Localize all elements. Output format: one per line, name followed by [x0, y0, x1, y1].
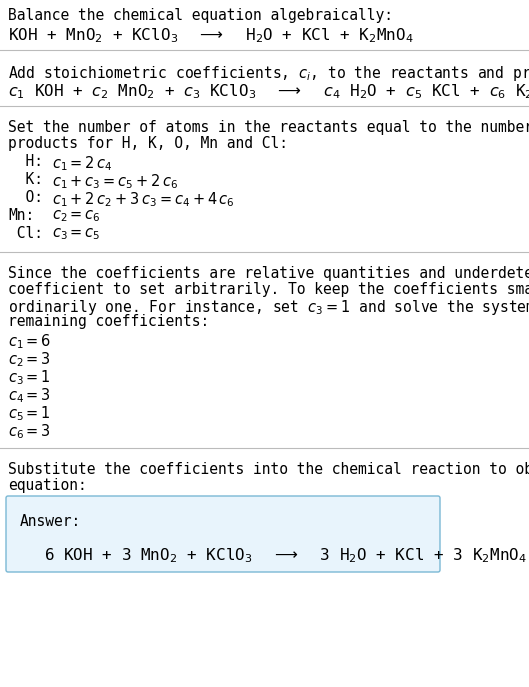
Text: 6 KOH + 3 MnO$_2$ + KClO$_3$  $\longrightarrow$  3 H$_2$O + KCl + 3 K$_2$MnO$_4$: 6 KOH + 3 MnO$_2$ + KClO$_3$ $\longright… [44, 546, 527, 565]
Text: Since the coefficients are relative quantities and underdetermined, choose a: Since the coefficients are relative quan… [8, 266, 529, 281]
Text: coefficient to set arbitrarily. To keep the coefficients small, the arbitrary va: coefficient to set arbitrarily. To keep … [8, 282, 529, 297]
Text: products for H, K, O, Mn and Cl:: products for H, K, O, Mn and Cl: [8, 136, 288, 151]
Text: $c_1 = 6$: $c_1 = 6$ [8, 332, 51, 350]
Text: equation:: equation: [8, 478, 87, 493]
Text: $c_1$ KOH + $c_2$ MnO$_2$ + $c_3$ KClO$_3$  $\longrightarrow$  $c_4$ H$_2$O + $c: $c_1$ KOH + $c_2$ MnO$_2$ + $c_3$ KClO$_… [8, 82, 529, 101]
Text: $c_1 + 2\,c_2 + 3\,c_3 = c_4 + 4\,c_6$: $c_1 + 2\,c_2 + 3\,c_3 = c_4 + 4\,c_6$ [52, 190, 235, 209]
Text: $c_4 = 3$: $c_4 = 3$ [8, 386, 51, 405]
Text: $c_3 = 1$: $c_3 = 1$ [8, 368, 51, 387]
Text: Set the number of atoms in the reactants equal to the number of atoms in the: Set the number of atoms in the reactants… [8, 120, 529, 135]
Text: $c_3 = c_5$: $c_3 = c_5$ [52, 226, 101, 242]
Text: $c_1 = 2\,c_4$: $c_1 = 2\,c_4$ [52, 154, 113, 172]
Text: $c_5 = 1$: $c_5 = 1$ [8, 404, 51, 423]
Text: O:: O: [8, 190, 43, 205]
Text: $c_6 = 3$: $c_6 = 3$ [8, 422, 51, 440]
Text: K:: K: [8, 172, 43, 187]
Text: Cl:: Cl: [8, 226, 43, 241]
Text: Mn:: Mn: [8, 208, 34, 223]
Text: remaining coefficients:: remaining coefficients: [8, 314, 209, 329]
Text: $c_1 + c_3 = c_5 + 2\,c_6$: $c_1 + c_3 = c_5 + 2\,c_6$ [52, 172, 178, 191]
Text: Balance the chemical equation algebraically:: Balance the chemical equation algebraica… [8, 8, 393, 23]
FancyBboxPatch shape [6, 496, 440, 572]
Text: Answer:: Answer: [20, 514, 81, 529]
Text: Substitute the coefficients into the chemical reaction to obtain the balanced: Substitute the coefficients into the che… [8, 462, 529, 477]
Text: $c_2 = 3$: $c_2 = 3$ [8, 350, 51, 369]
Text: KOH + MnO$_2$ + KClO$_3$  $\longrightarrow$  H$_2$O + KCl + K$_2$MnO$_4$: KOH + MnO$_2$ + KClO$_3$ $\longrightarro… [8, 26, 414, 45]
Text: Add stoichiometric coefficients, $c_i$, to the reactants and products:: Add stoichiometric coefficients, $c_i$, … [8, 64, 529, 83]
Text: H:: H: [8, 154, 43, 169]
Text: $c_2 = c_6$: $c_2 = c_6$ [52, 208, 101, 224]
Text: ordinarily one. For instance, set $c_3 = 1$ and solve the system of equations fo: ordinarily one. For instance, set $c_3 =… [8, 298, 529, 317]
